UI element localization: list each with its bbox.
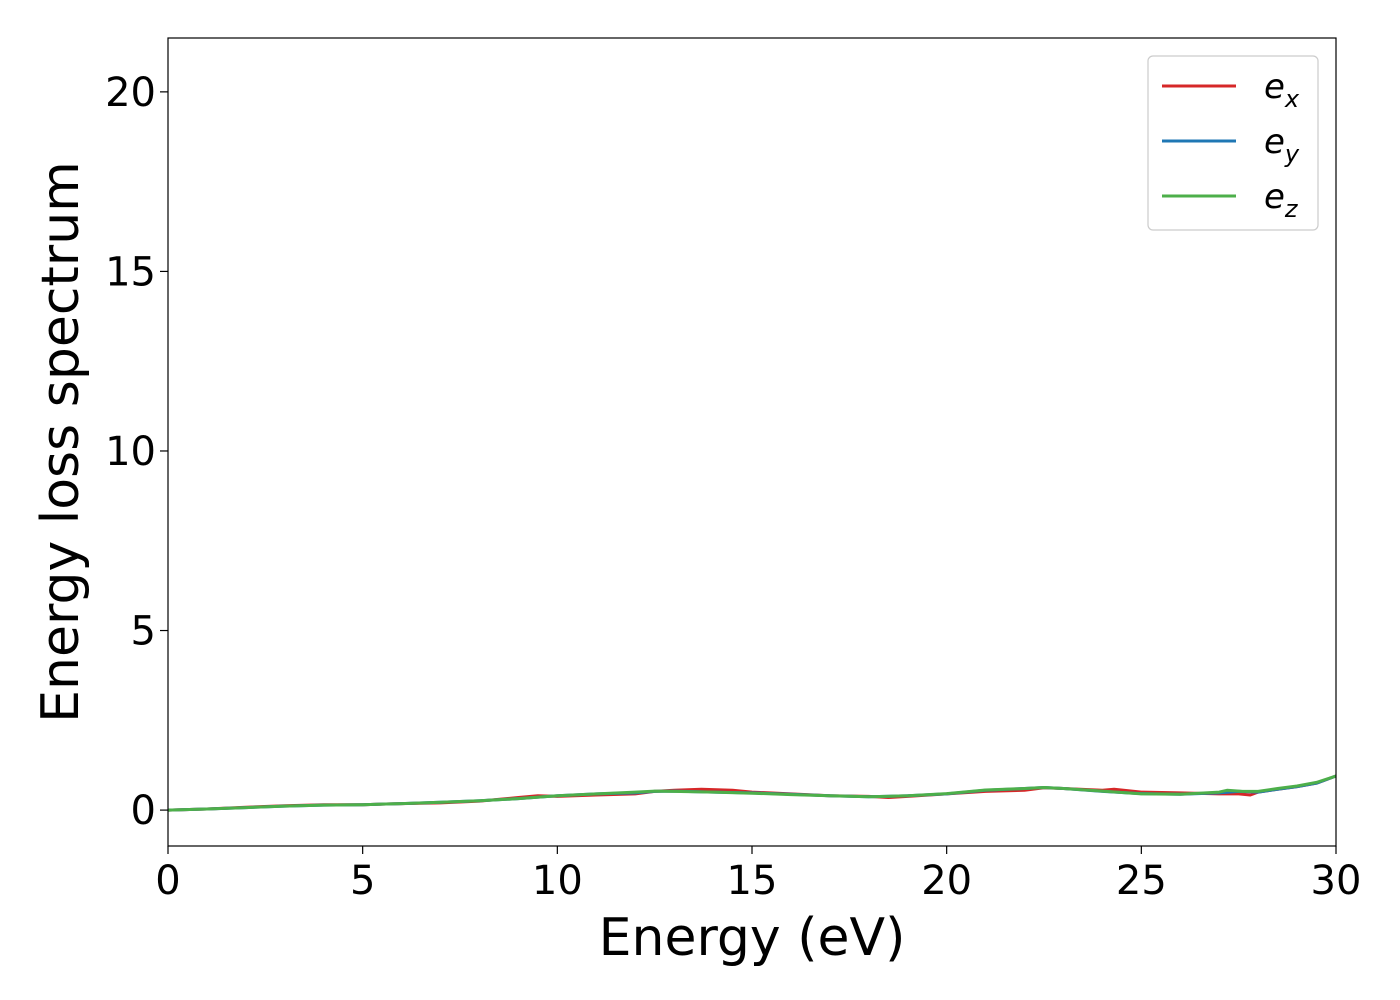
series-layer [167, 774, 1337, 812]
x-tick-label-5: 5 [350, 858, 375, 904]
x-tick-label-20: 20 [921, 858, 972, 904]
x-tick-label-15: 15 [727, 858, 778, 904]
y-tick-label-10: 10 [105, 429, 156, 475]
legend-label-z: ez [1264, 177, 1299, 223]
x-axis-label: Energy (eV) [599, 908, 906, 968]
axes-layer: 0 5 10 15 20 25 30 0 5 10 15 20 [105, 37, 1362, 904]
y-tick-label-20: 20 [105, 70, 156, 116]
legend-box [1147, 55, 1319, 231]
y-tick-label-5: 5 [131, 609, 156, 655]
x-tick-label-10: 10 [532, 858, 583, 904]
y-tick-label-15: 15 [105, 249, 156, 295]
legend-label-x: ex [1264, 67, 1300, 113]
series-line-e-z [167, 774, 1337, 812]
x-tick-label-30: 30 [1311, 858, 1362, 904]
y-tick-label-0: 0 [131, 788, 156, 834]
legend: ex ey ez [1147, 55, 1319, 231]
y-axis-label: Energy loss spectrum [31, 161, 91, 723]
x-tick-label-25: 25 [1116, 858, 1167, 904]
x-tick-label-0: 0 [155, 858, 180, 904]
legend-label-y: ey [1264, 122, 1300, 168]
